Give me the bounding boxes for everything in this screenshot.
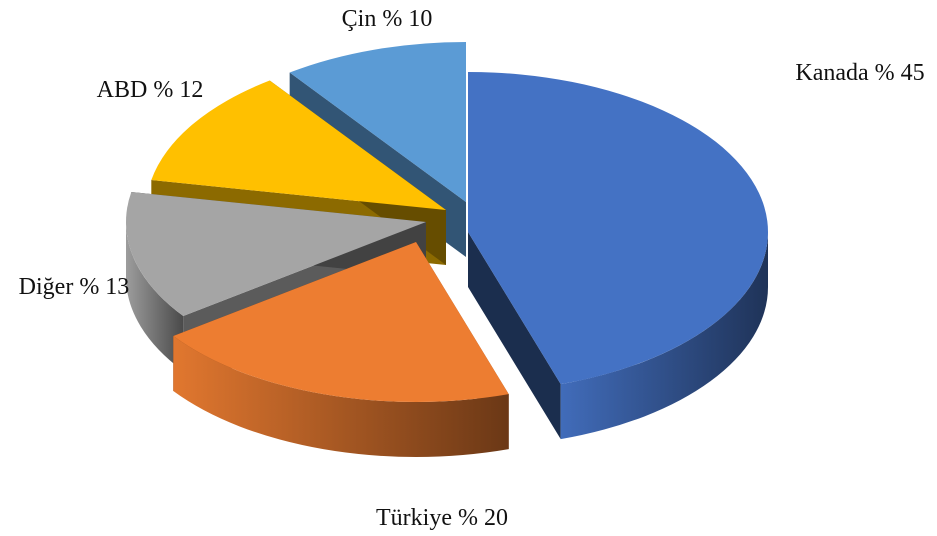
data-label-t-rkiye: Türkiye % 20 [376,505,508,531]
slice-di-er-side-0 [126,222,184,372]
slice-t-rkiye [173,242,509,457]
slice-kanada-side-0 [560,232,768,440]
slice-di-er-top [126,192,427,317]
data-label--in: Çin % 10 [342,6,433,32]
data-label-kanada: Kanada % 45 [795,60,924,86]
slice--in-top [289,42,466,202]
slice-t-rkiye-side-0 [173,336,509,457]
data-label-abd: ABD % 12 [97,77,204,103]
data-label-di-er: Diğer % 13 [19,274,130,300]
slice-kanada [468,72,768,440]
slice-kanada-wall-1 [468,232,561,440]
slice-t-rkiye-top [173,242,509,402]
slice-abd-top [151,80,446,210]
slice-kanada-top [468,72,768,385]
